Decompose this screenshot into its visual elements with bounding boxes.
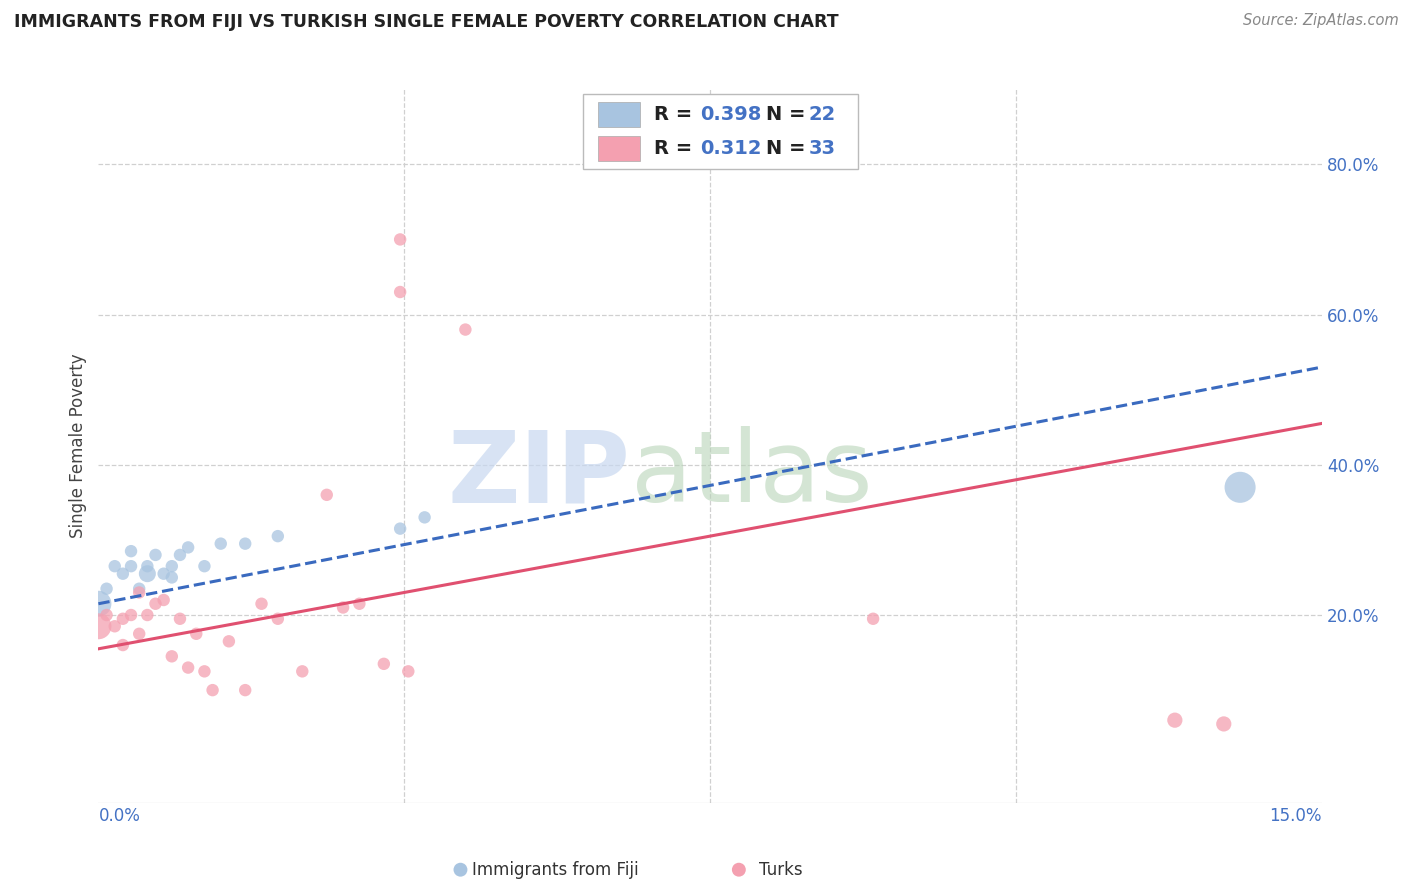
Point (96, 607, 118, 622)
Point (96, 582, 118, 596)
Point (128, 585, 150, 599)
Text: 33: 33 (808, 139, 835, 158)
Point (389, 232, 412, 246)
Text: 0.398: 0.398 (700, 105, 762, 124)
Point (104, 559, 127, 574)
Point (209, 536, 232, 550)
Point (120, 559, 142, 574)
Point (233, 683, 256, 698)
Point (233, 536, 256, 550)
Point (87, 597, 110, 611)
Text: 0.312: 0.312 (700, 139, 762, 158)
Text: Source: ZipAtlas.com: Source: ZipAtlas.com (1243, 13, 1399, 29)
Point (160, 559, 183, 574)
Point (413, 510, 436, 524)
Point (315, 488, 337, 502)
Text: IMMIGRANTS FROM FIJI VS TURKISH SINGLE FEMALE POVERTY CORRELATION CHART: IMMIGRANTS FROM FIJI VS TURKISH SINGLE F… (14, 13, 839, 31)
Point (177, 660, 200, 674)
Point (160, 649, 183, 664)
Text: R =: R = (654, 105, 699, 124)
Point (862, 612, 884, 626)
Point (332, 600, 354, 615)
Point (111, 612, 134, 626)
Point (128, 582, 150, 596)
Text: atlas: atlas (630, 426, 872, 523)
Point (136, 559, 159, 574)
Text: R =: R = (654, 139, 699, 158)
Text: 0.0%: 0.0% (98, 806, 141, 824)
Text: Immigrants from Fiji: Immigrants from Fiji (472, 861, 638, 879)
Point (193, 665, 215, 679)
Point (267, 529, 290, 543)
Point (454, 322, 477, 336)
Point (152, 566, 174, 581)
Point (193, 559, 215, 574)
Point (1164, 713, 1187, 727)
Point (267, 612, 290, 626)
Point (250, 597, 273, 611)
Point (1229, 480, 1251, 494)
Text: ZIP: ZIP (447, 426, 630, 523)
Text: 22: 22 (808, 105, 835, 124)
Point (145, 548, 167, 562)
Point (111, 566, 134, 581)
Text: Turks: Turks (758, 861, 803, 879)
Point (450, 863, 472, 877)
Point (128, 627, 150, 641)
Point (389, 522, 412, 536)
Point (396, 665, 419, 679)
Point (186, 627, 208, 641)
Point (120, 544, 142, 558)
Point (136, 566, 159, 581)
Point (177, 541, 200, 555)
Point (111, 638, 134, 652)
Point (152, 593, 174, 607)
Text: 15.0%: 15.0% (1270, 806, 1322, 824)
Point (169, 548, 191, 562)
Point (201, 683, 224, 698)
Point (160, 570, 183, 584)
Point (218, 634, 240, 648)
Point (145, 597, 167, 611)
Text: N =: N = (766, 139, 813, 158)
Point (389, 285, 412, 299)
Point (104, 619, 127, 633)
Point (373, 657, 395, 671)
Point (87, 619, 110, 633)
Point (169, 612, 191, 626)
Point (291, 665, 314, 679)
Text: N =: N = (766, 105, 813, 124)
Point (136, 607, 159, 622)
Point (728, 863, 751, 877)
Y-axis label: Single Female Poverty: Single Female Poverty (69, 354, 87, 538)
Point (120, 607, 142, 622)
Point (349, 597, 371, 611)
Point (1212, 717, 1234, 731)
